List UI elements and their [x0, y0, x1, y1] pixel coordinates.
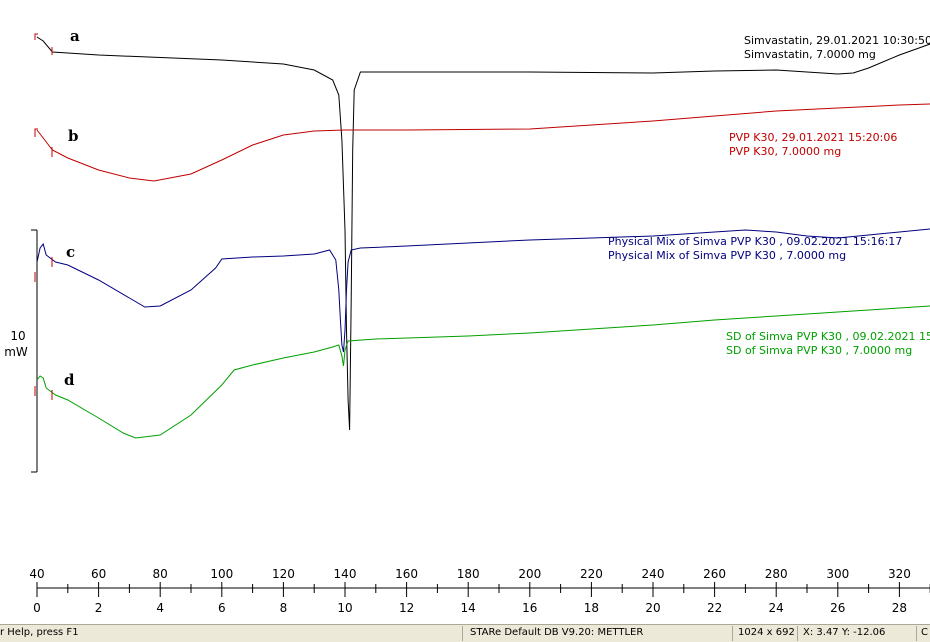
curve-c [36, 228, 930, 353]
temperature-tick-label: 160 [395, 567, 418, 581]
status-help-text: r Help, press F1 [0, 627, 79, 638]
time-tick-label: 14 [461, 601, 476, 615]
temperature-tick-label: 300 [826, 567, 849, 581]
legend-b-line2: PVP K30, 7.0000 mg [729, 145, 841, 158]
temperature-tick-label: 40 [29, 567, 44, 581]
curve-a [36, 36, 930, 431]
temperature-tick-label: 200 [518, 567, 541, 581]
curve-b [36, 103, 930, 182]
temperature-tick-label: 140 [334, 567, 357, 581]
time-tick-label: 10 [337, 601, 352, 615]
y-scale-bar [31, 229, 38, 473]
dsc-thermogram-chart: 10 mW a b c d Simvastatin, 29.01.2021 10… [4, 27, 930, 615]
start-markers [34, 33, 53, 400]
status-bar: r Help, press F1 STARe Default DB V9.20:… [0, 624, 930, 642]
time-tick-label: 4 [156, 601, 164, 615]
curve-letter-b: b [68, 127, 79, 145]
time-tick-label: 8 [280, 601, 288, 615]
temperature-tick-label: 320 [888, 567, 911, 581]
temperature-tick-label: 120 [272, 567, 295, 581]
curve-letter-c: c [66, 243, 75, 261]
time-tick-label: 22 [707, 601, 722, 615]
curve-letter-a: a [70, 27, 80, 45]
time-tick-label: 26 [830, 601, 845, 615]
time-tick-label: 2 [95, 601, 103, 615]
legend-b-line1: PVP K30, 29.01.2021 15:20:06 [729, 131, 897, 144]
status-db-text: STARe Default DB V9.20: METTLER [470, 627, 644, 638]
time-tick-label: 0 [33, 601, 41, 615]
legend-a-line2: Simvastatin, 7.0000 mg [744, 48, 876, 61]
temperature-tick-label: 280 [765, 567, 788, 581]
time-tick-label: 6 [218, 601, 226, 615]
temperature-tick-label: 100 [210, 567, 233, 581]
legend-c-line1: Physical Mix of Simva PVP K30 , 09.02.20… [608, 235, 902, 248]
temperature-tick-label: 180 [457, 567, 480, 581]
status-resolution: 1024 x 692 [738, 627, 795, 638]
time-axis: 0 2 4 6 8 10 12 14 16 18 20 22 24 26 28 [33, 588, 930, 615]
temperature-axis: 40 60 80 100 120 140 160 180 200 220 240 260 280 300 3… [29, 567, 930, 588]
legend-c-line2: Physical Mix of Simva PVP K30 , 7.0000 m… [608, 249, 846, 262]
y-scale-unit: mW [4, 345, 28, 359]
legend-d-line1: SD of Simva PVP K30 , 09.02.2021 15:16:1… [726, 330, 930, 343]
temperature-tick-label: 220 [580, 567, 603, 581]
status-coordinates: X: 3.47 Y: -12.06 [803, 627, 886, 638]
temperature-tick-label: 240 [642, 567, 665, 581]
time-tick-label: 24 [769, 601, 784, 615]
y-scale-value: 10 [10, 329, 25, 343]
temperature-tick-label: 260 [703, 567, 726, 581]
time-tick-label: 18 [584, 601, 599, 615]
time-tick-label: 20 [645, 601, 660, 615]
legend-d-line2: SD of Simva PVP K30 , 7.0000 mg [726, 344, 912, 357]
curve-d [36, 305, 930, 439]
time-tick-label: 12 [399, 601, 414, 615]
time-tick-label: 28 [892, 601, 907, 615]
temperature-tick-label: 80 [153, 567, 168, 581]
temperature-tick-label: 60 [91, 567, 106, 581]
status-extra: C [921, 627, 928, 638]
legend-a-line1: Simvastatin, 29.01.2021 10:30:50 [744, 34, 930, 47]
time-tick-label: 16 [522, 601, 537, 615]
curve-letter-d: d [64, 371, 75, 389]
